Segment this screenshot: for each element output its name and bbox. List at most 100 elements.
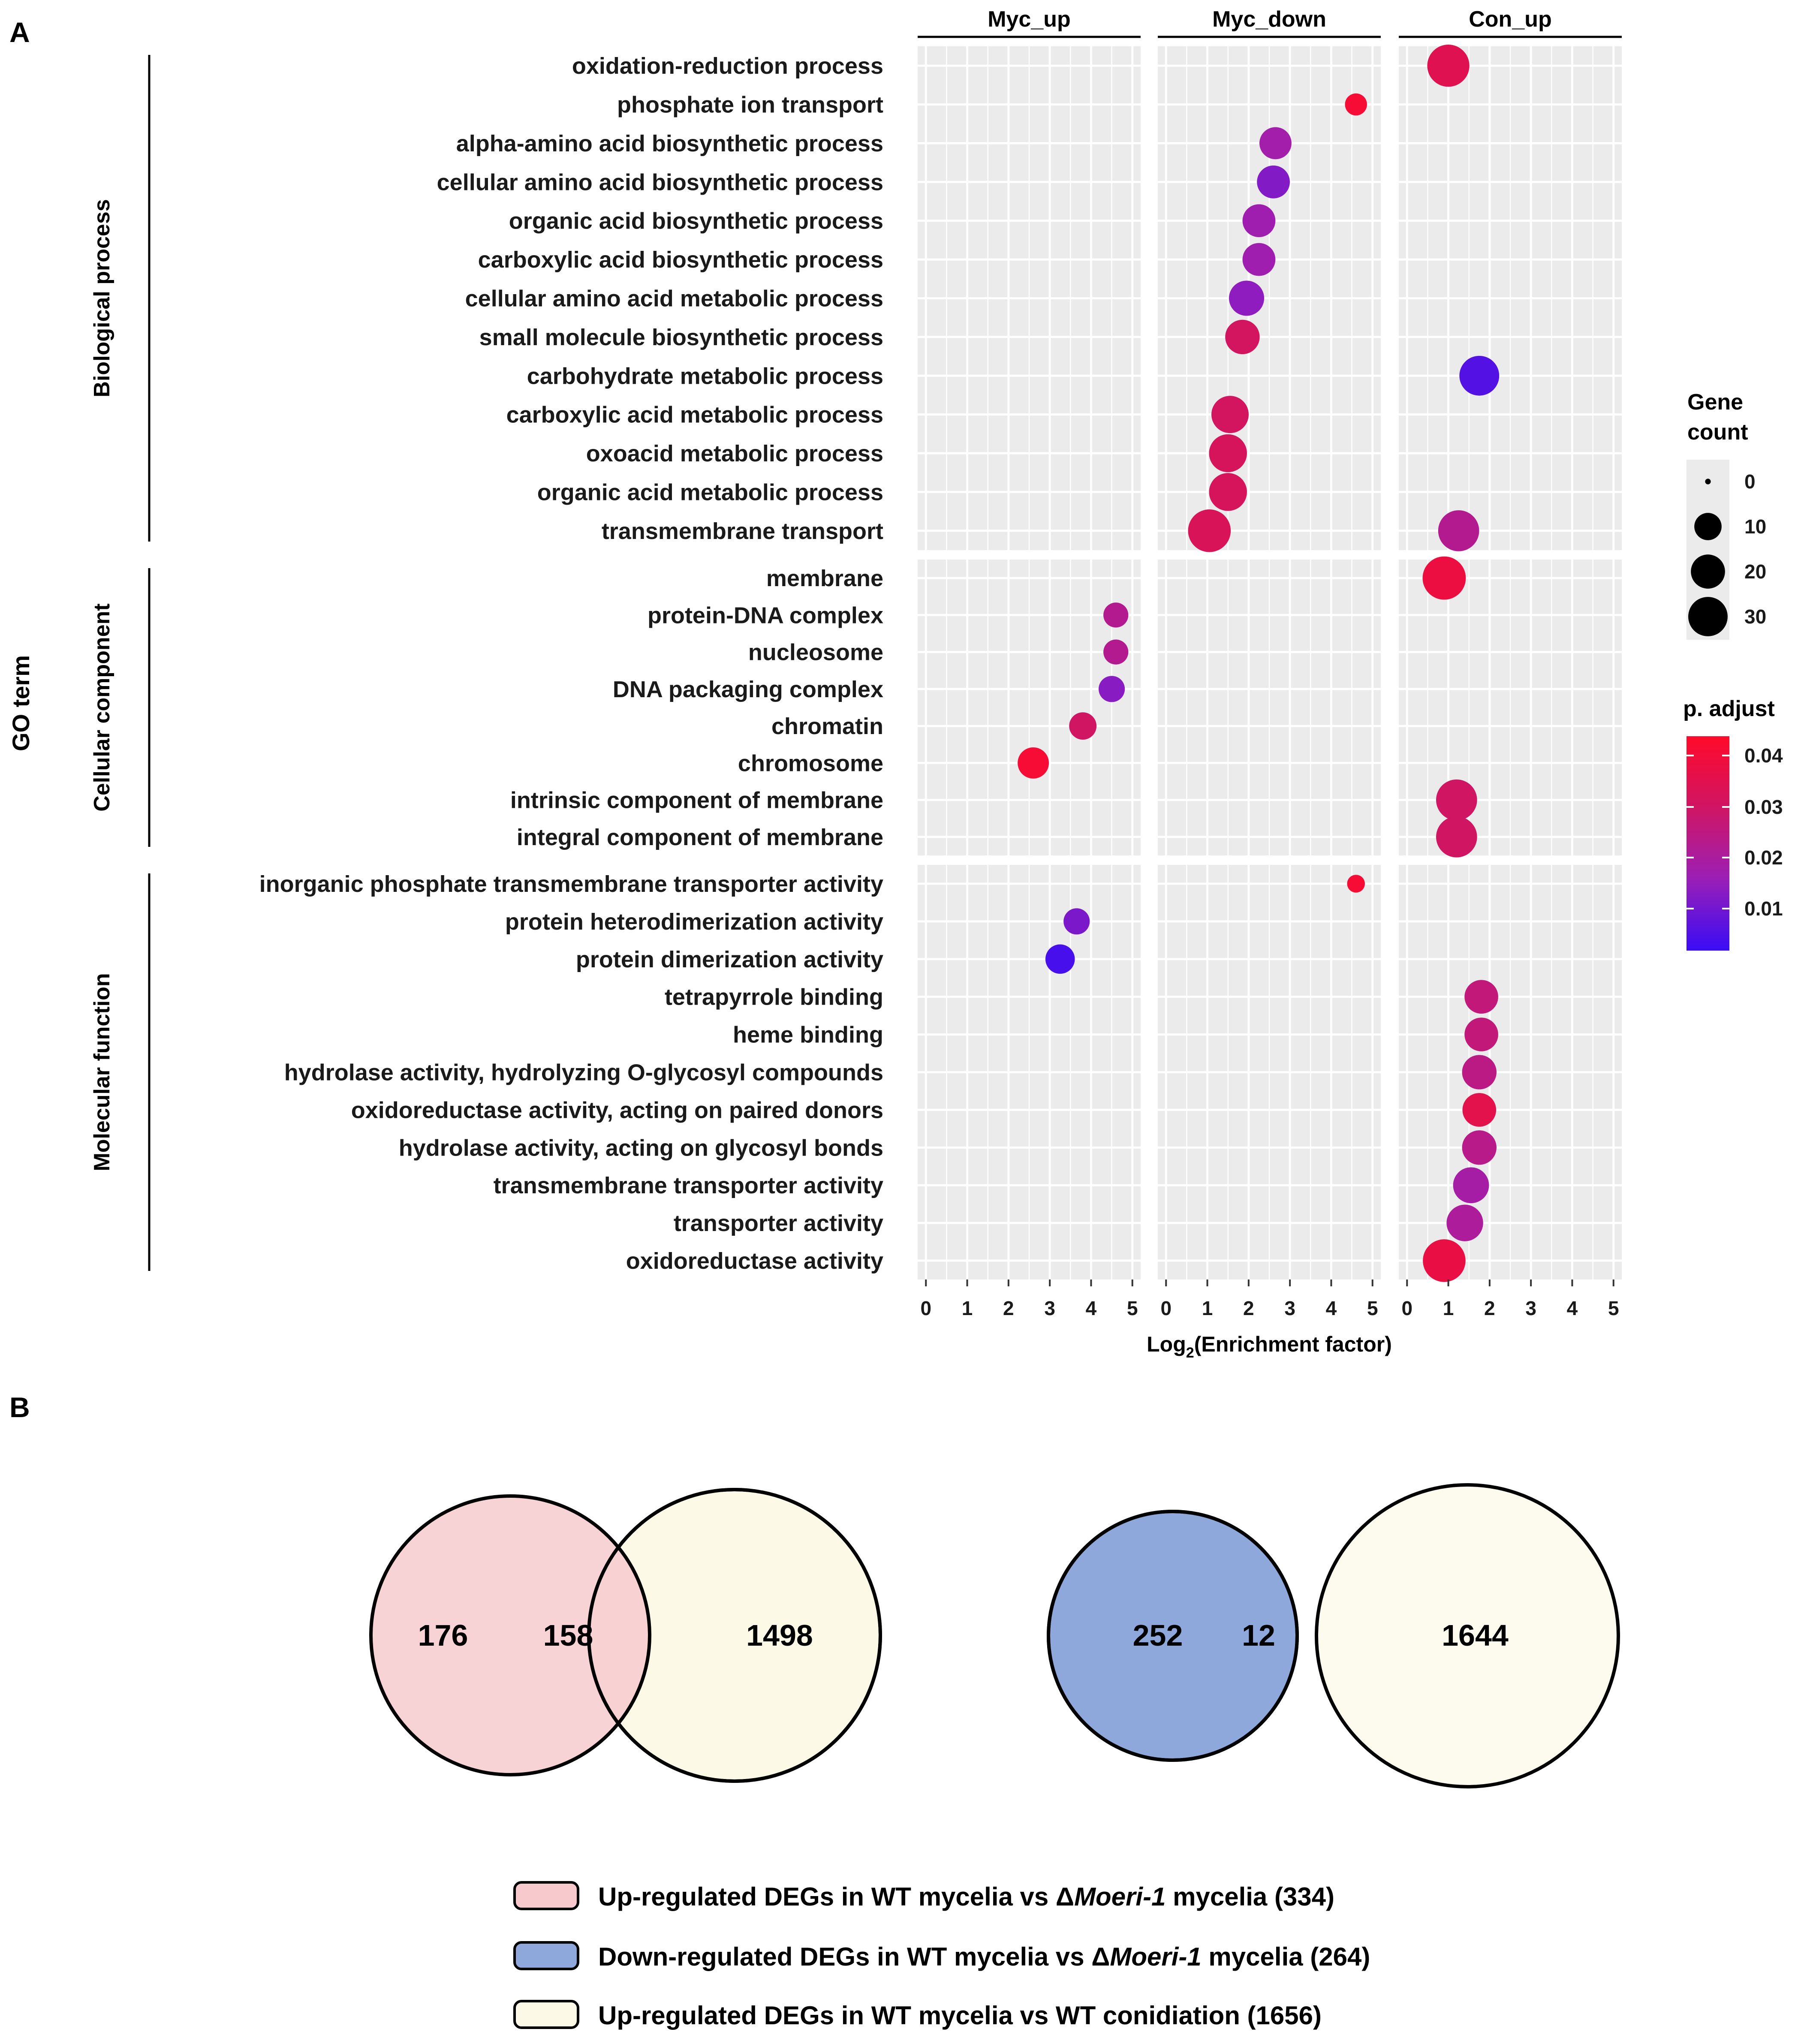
x-tick-label: 1 xyxy=(962,1297,973,1319)
term-label: heme binding xyxy=(733,1022,883,1048)
x-tick-label: 0 xyxy=(1160,1297,1172,1319)
term-labels: oxidation-reduction process phosphate ion… xyxy=(259,53,883,1274)
term-label: oxidoreductase activity, acting on paire… xyxy=(351,1097,883,1123)
term-label: small molecule biosynthetic process xyxy=(479,325,883,350)
x-tick-label: 3 xyxy=(1044,1297,1055,1319)
term-label: transmembrane transport xyxy=(602,518,883,544)
panel-a-label: A xyxy=(9,16,30,48)
gene-count-legend-label: 20 xyxy=(1744,560,1766,583)
term-label: oxidation-reduction process xyxy=(572,53,883,79)
term-label: carboxylic acid biosynthetic process xyxy=(478,247,883,273)
data-point xyxy=(1103,639,1129,665)
term-label: hydrolase activity, hydrolyzing O-glycos… xyxy=(284,1060,883,1086)
term-label: protein dimerization activity xyxy=(576,947,883,972)
gene-count-legend-title-2: count xyxy=(1687,420,1748,445)
x-tick-label: 1 xyxy=(1443,1297,1454,1319)
x-tick-label: 2 xyxy=(1243,1297,1254,1319)
data-point xyxy=(1462,1130,1497,1165)
data-point xyxy=(1188,509,1231,552)
term-label: cellular amino acid biosynthetic process xyxy=(437,169,883,195)
x-tick-label: 3 xyxy=(1525,1297,1536,1319)
term-label: transporter activity xyxy=(674,1210,883,1236)
gene-count-legend-dot xyxy=(1694,513,1722,540)
data-point xyxy=(1459,355,1500,396)
p-adjust-legend-title: p. adjust xyxy=(1683,696,1775,721)
legend-swatch-yellow xyxy=(513,2000,579,2029)
data-point xyxy=(1103,602,1129,628)
data-point xyxy=(1453,1167,1489,1204)
panel-b-label: B xyxy=(9,1391,30,1423)
term-label: protein-DNA complex xyxy=(648,602,883,628)
x-tick-label: 0 xyxy=(1401,1297,1412,1319)
x-tick-label: 0 xyxy=(920,1297,931,1319)
gene-count-legend-dot xyxy=(1688,597,1728,636)
data-point xyxy=(1422,556,1466,600)
gene-count-legend: Gene count 0 10 20 30 xyxy=(1687,390,1766,640)
gene-count-legend-dot xyxy=(1691,554,1725,589)
term-label: membrane xyxy=(766,566,883,591)
p-adjust-legend-label: 0.01 xyxy=(1744,897,1783,920)
gene-count-legend-dot xyxy=(1705,479,1711,485)
facet-column-label: Con_up xyxy=(1469,7,1552,32)
term-label: chromatin xyxy=(771,713,883,739)
data-point xyxy=(1242,204,1276,238)
legend-swatch-blue xyxy=(513,1941,579,1970)
term-label: organic acid metabolic process xyxy=(537,479,883,505)
x-tick-label: 4 xyxy=(1326,1297,1337,1319)
data-point xyxy=(1063,908,1090,935)
facet-row-label: Cellular component xyxy=(90,603,114,811)
venn-left-circle-pink xyxy=(369,1494,651,1776)
data-point xyxy=(1423,1239,1466,1282)
x-tick-label: 5 xyxy=(1127,1297,1138,1319)
term-label: transmembrane transporter activity xyxy=(494,1173,883,1198)
term-label: phosphate ion transport xyxy=(617,92,883,118)
data-point xyxy=(1464,980,1498,1014)
term-label: organic acid biosynthetic process xyxy=(509,208,883,234)
term-label: hydrolase activity, acting on glycosyl b… xyxy=(399,1135,883,1161)
data-point xyxy=(1438,510,1479,551)
x-tick-label: 4 xyxy=(1086,1297,1097,1319)
term-label: inorganic phosphate transmembrane transp… xyxy=(259,871,883,897)
gene-count-legend-title: Gene xyxy=(1687,390,1743,415)
data-point xyxy=(1436,816,1477,858)
term-label: intrinsic component of membrane xyxy=(510,788,883,813)
venn-diagram-right: 252 12 1644 xyxy=(1047,1483,1620,1788)
data-point xyxy=(1446,1204,1483,1241)
data-point xyxy=(1229,280,1265,316)
p-adjust-colorbar xyxy=(1687,736,1729,951)
legend-label-upregulated-mutant: Up-regulated DEGs in WT mycelia vs ΔMoer… xyxy=(598,1882,1334,1911)
legend-label-downregulated-mutant: Down-regulated DEGs in WT mycelia vs ΔMo… xyxy=(598,1942,1370,1971)
data-point xyxy=(1462,1055,1497,1090)
x-tick-label: 2 xyxy=(1484,1297,1495,1319)
go-term-axis-title: GO term xyxy=(7,655,34,751)
data-point xyxy=(1225,319,1260,355)
venn-right-only-blue: 252 xyxy=(1133,1619,1183,1652)
x-tick-label: 3 xyxy=(1284,1297,1295,1319)
term-label: oxidoreductase activity xyxy=(626,1248,883,1274)
venn-left-overlap: 158 xyxy=(543,1619,593,1652)
p-adjust-legend-label: 0.03 xyxy=(1744,796,1783,818)
venn-right-only-yellow: 1644 xyxy=(1442,1619,1509,1652)
term-label: nucleosome xyxy=(748,640,883,665)
term-label: DNA packaging complex xyxy=(613,677,883,702)
term-label: chromosome xyxy=(738,750,883,776)
legend-label-upregulated-conidiation: Up-regulated DEGs in WT mycelia vs WT co… xyxy=(598,2001,1322,2030)
data-point xyxy=(1259,127,1292,160)
term-label: protein heterodimerization activity xyxy=(505,909,883,935)
facet-panels xyxy=(918,45,1622,1282)
venn-diagram-left: 176 158 1498 xyxy=(369,1488,882,1783)
facet-row-label: Molecular function xyxy=(90,973,114,1171)
legend-swatch-pink xyxy=(513,1881,579,1910)
data-point xyxy=(1462,1093,1497,1127)
x-tick-label: 1 xyxy=(1202,1297,1213,1319)
venn-legend: Up-regulated DEGs in WT mycelia vs ΔMoer… xyxy=(513,1881,1370,2030)
x-tick-label: 5 xyxy=(1367,1297,1378,1319)
term-label: carboxylic acid metabolic process xyxy=(506,402,883,428)
term-label: integral component of membrane xyxy=(517,825,883,850)
data-point xyxy=(1347,875,1365,893)
data-point xyxy=(1099,676,1125,702)
gene-count-legend-label: 0 xyxy=(1744,470,1756,493)
venn-left-only-pink: 176 xyxy=(418,1619,468,1652)
